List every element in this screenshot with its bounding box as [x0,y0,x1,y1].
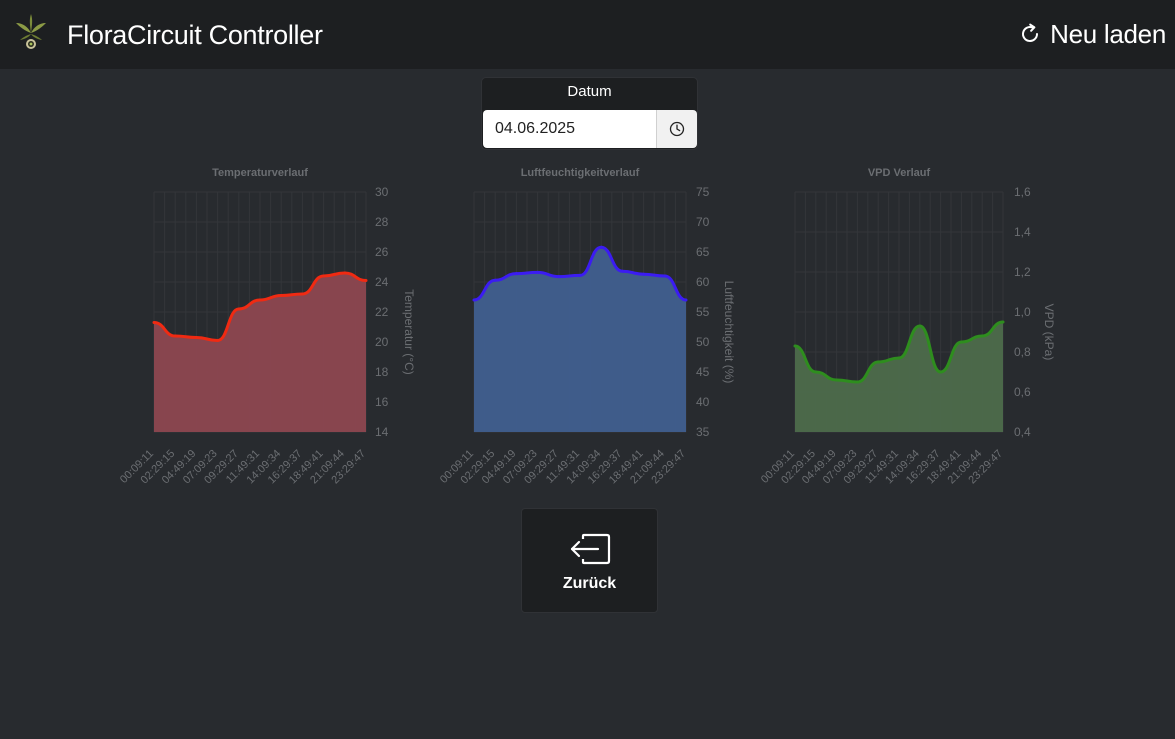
data-point [216,339,220,342]
chart-title-humidity: Luftfeuchtigkeitverlauf [520,167,640,179]
data-point [300,292,304,296]
y-tick-label: 0,6 [1014,385,1031,399]
data-point [557,275,561,279]
refresh-icon [1022,23,1039,42]
data-point [855,380,859,384]
data-point [279,294,283,297]
y-tick-label: 1,4 [1014,225,1031,239]
y-tick-label: 30 [375,185,389,199]
y-tick-label: 22 [375,305,389,319]
y-axis-label: Temperatur (°C) [402,289,416,374]
y-tick-label: 1,2 [1014,265,1031,279]
chart-humidity: 35404550556065707500:09:1102:29:1504:49:… [438,185,736,486]
data-point [364,279,368,282]
data-point [620,269,624,273]
data-point [237,307,241,311]
data-point [472,298,476,302]
y-tick-label: 20 [375,335,389,349]
exit-icon [570,533,611,565]
y-tick-label: 65 [696,245,710,259]
data-point [835,378,839,382]
y-tick-label: 60 [696,275,710,289]
y-tick-label: 24 [375,275,389,289]
plant-logo-icon [16,14,46,49]
y-axis-label: Luftfeuchtigkeit (%) [722,281,736,384]
data-point [980,334,984,338]
reload-label: Neu laden [1050,18,1166,49]
data-point [536,270,540,274]
y-tick-label: 1,0 [1014,305,1031,319]
y-tick-label: 14 [375,425,389,439]
data-point [663,274,667,278]
chart-temperature: 14161820222426283000:09:1102:29:1504:49:… [118,185,416,486]
data-point [793,344,797,348]
chart-title-temperature: Temperaturverlauf [212,167,308,179]
data-point [959,340,963,344]
y-tick-label: 16 [375,395,389,409]
app-title: FloraCircuit Controller [67,20,323,50]
y-tick-label: 40 [696,395,710,409]
reload-button[interactable]: Neu laden [1018,16,1166,52]
data-point [814,370,818,374]
data-point [1001,320,1005,324]
clock-icon [669,121,685,137]
chart-vpd: 0,40,60,81,01,21,41,600:09:1102:29:1504:… [759,185,1056,486]
y-tick-label: 26 [375,245,389,259]
data-point [599,245,603,249]
y-tick-label: 70 [696,215,710,229]
date-picker-button[interactable] [656,110,697,148]
y-tick-label: 1,6 [1014,185,1031,199]
data-point [684,298,688,302]
back-label: Zurück [562,575,617,592]
chart-title-vpd: VPD Verlauf [867,167,931,179]
back-button[interactable]: Zurück [521,508,658,613]
data-point [876,360,880,364]
data-point [152,321,156,324]
y-tick-label: 28 [375,215,389,229]
data-point [578,273,582,277]
y-tick-label: 75 [696,185,710,199]
data-point [514,272,518,276]
area-fill [795,322,1003,432]
date-input[interactable] [483,110,656,148]
y-tick-label: 0,4 [1014,425,1031,439]
data-point [642,272,646,276]
y-tick-label: 50 [696,335,710,349]
data-point [194,336,198,339]
date-picker-title: Datum [567,83,612,100]
data-point [897,356,901,360]
y-axis-label: VPD (kPa) [1042,304,1056,361]
top-bar: FloraCircuit Controller Neu laden [0,0,1175,69]
data-point [939,370,943,374]
data-point [258,298,262,302]
y-tick-label: 18 [375,365,389,379]
y-tick-label: 45 [696,365,710,379]
y-tick-label: 0,8 [1014,345,1031,359]
data-point [493,278,497,282]
data-point [918,324,922,328]
y-tick-label: 35 [696,425,710,439]
date-picker-card: Datum [481,77,698,150]
data-point [173,334,177,338]
data-point [343,271,347,275]
data-point [322,274,326,278]
area-fill [154,273,366,432]
y-tick-label: 55 [696,305,710,319]
area-fill [474,247,686,432]
